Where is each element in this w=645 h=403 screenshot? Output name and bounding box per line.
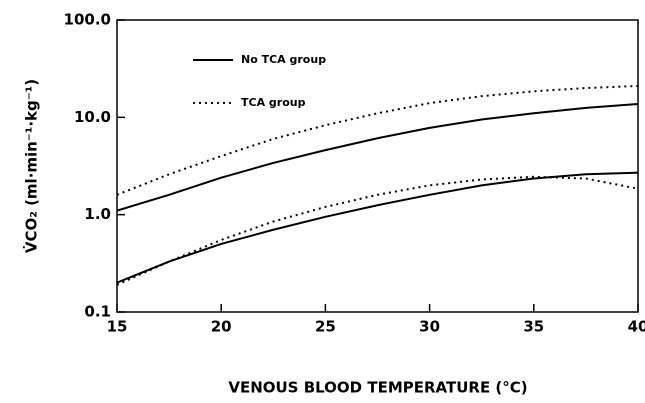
y-tick-label: 0.1 — [84, 303, 111, 321]
y-axis-label: V̇CO₂ (ml·min⁻¹·kg⁻¹) — [22, 79, 41, 253]
plot-frame — [116, 19, 639, 313]
legend-label: TCA group — [241, 96, 306, 109]
x-tick-label: 15 — [107, 318, 128, 336]
x-axis-label: VENOUS BLOOD TEMPERATURE (°C) — [228, 379, 527, 397]
y-tick-label: 1.0 — [84, 205, 111, 223]
x-tick-label: 35 — [523, 318, 544, 336]
y-tick-label: 100.0 — [64, 11, 111, 29]
curve — [116, 103, 639, 212]
curve — [116, 175, 639, 286]
x-tick-label: 30 — [419, 318, 440, 336]
x-tick-label: 25 — [315, 318, 336, 336]
legend-label: No TCA group — [241, 53, 326, 66]
x-tick-label: 20 — [211, 318, 232, 336]
y-tick-label: 10.0 — [74, 108, 111, 126]
x-tick-label: 40 — [628, 318, 645, 336]
curve — [116, 84, 639, 196]
curve — [116, 171, 639, 284]
